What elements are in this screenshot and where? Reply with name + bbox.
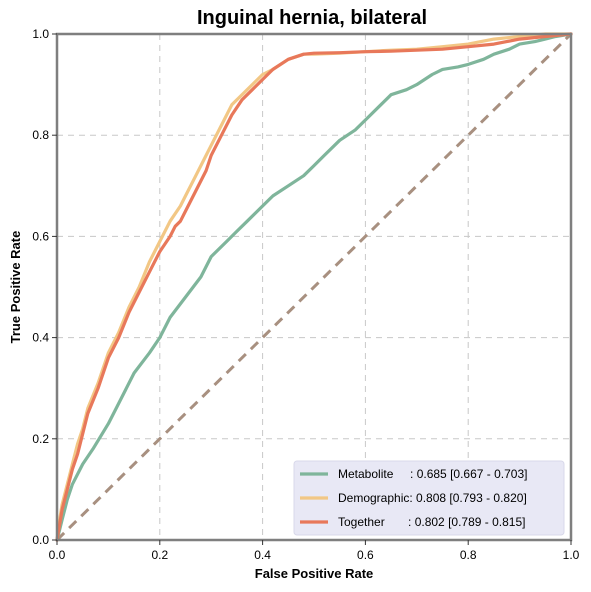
reference-line-group	[55, 32, 573, 542]
x-tick-label: 0.2	[151, 548, 168, 562]
x-tick-label: 1.0	[563, 548, 580, 562]
legend-entry: Demographic: 0.808 [0.793 - 0.820]	[338, 491, 527, 505]
x-tick-label: 0.4	[254, 548, 271, 562]
series-line-metabolite	[55, 32, 573, 542]
x-tick-label: 0.8	[460, 548, 477, 562]
series-line-together	[55, 32, 573, 542]
y-tick-label: 0.2	[32, 432, 49, 446]
legend-box	[293, 460, 565, 536]
reference-line	[55, 32, 573, 542]
y-axis-label: True Positive Rate	[8, 231, 23, 344]
tick-labels: 0.0 0.2 0.4 0.6 0.8 1.0 0.0 0.2 0.4 0.6 0.8 1.0	[32, 27, 579, 562]
y-tick-label: 0.6	[32, 229, 49, 243]
y-tick-label: 1.0	[32, 27, 49, 41]
grid-lines	[57, 34, 571, 540]
legend: Metabolite : 0.685 [0.667 - 0.703] Demogr…	[293, 460, 565, 536]
legend-entry: Together : 0.802 [0.789 - 0.815]	[338, 515, 525, 529]
y-tick-label: 0.4	[32, 331, 49, 345]
x-tick-label: 0.0	[49, 548, 66, 562]
series-group	[55, 32, 573, 542]
legend-entry: Metabolite : 0.685 [0.667 - 0.703]	[338, 467, 527, 481]
plot-frame	[55, 32, 573, 542]
x-axis-label: False Positive Rate	[255, 566, 374, 581]
chart-title: Inguinal hernia, bilateral	[197, 7, 427, 29]
y-tick-label: 0.0	[32, 533, 49, 547]
y-tick-label: 0.8	[32, 128, 49, 142]
x-tick-label: 0.6	[357, 548, 374, 562]
